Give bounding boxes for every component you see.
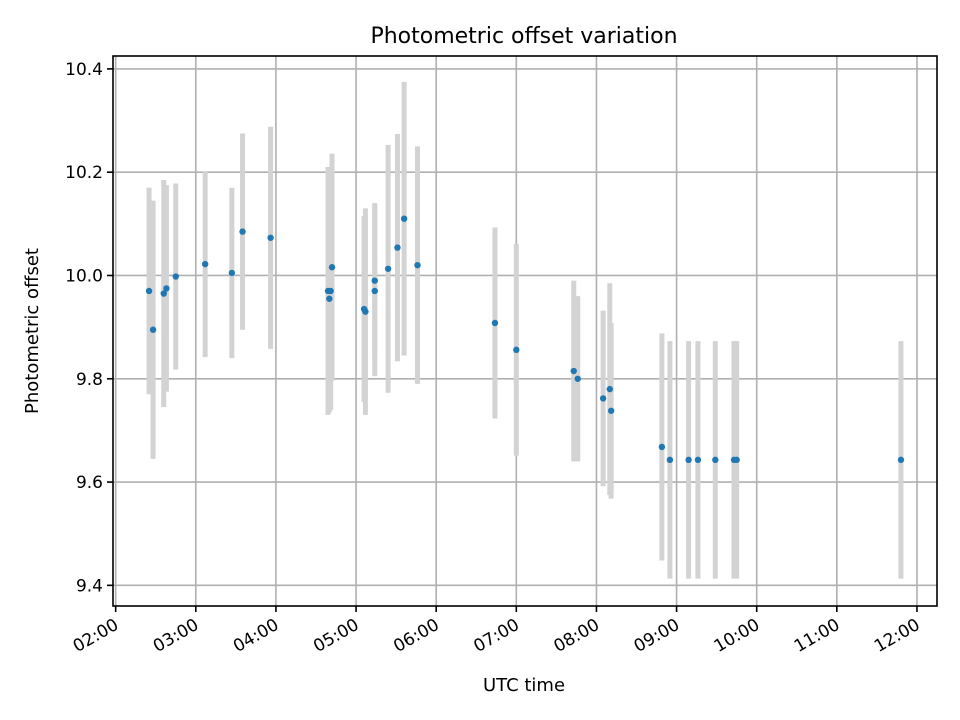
- data-point: [607, 407, 615, 414]
- data-point: [362, 308, 369, 315]
- data-point: [327, 287, 334, 295]
- y-axis: 9.4 9.6 9.8 10.0 10.2 10.4: [65, 60, 113, 596]
- data-point: [606, 385, 614, 393]
- data-point: [491, 319, 499, 327]
- data-point: [239, 228, 246, 235]
- data-point: [666, 456, 674, 464]
- y-axis-label: Photometric offset: [22, 248, 43, 414]
- x-tick-label: 03:00: [150, 615, 202, 657]
- data-point: [328, 264, 336, 271]
- error-bars: [146, 81, 904, 579]
- y-tick-label: 10.0: [65, 266, 103, 286]
- data-point: [574, 375, 581, 382]
- data-point: [228, 269, 236, 277]
- data-point: [712, 456, 719, 464]
- x-tick-label: 08:00: [551, 615, 603, 657]
- x-tick-label: 12:00: [871, 615, 923, 657]
- data-point: [685, 456, 692, 464]
- y-tick-label: 9.8: [76, 370, 103, 390]
- data-point: [160, 290, 167, 297]
- x-tick-label: 10:00: [711, 615, 763, 657]
- x-axis-label: UTC time: [483, 675, 565, 696]
- data-point: [371, 277, 378, 284]
- x-tick-label: 04:00: [230, 615, 282, 657]
- x-tick-label: 05:00: [310, 615, 362, 657]
- y-tick-label: 10.2: [65, 163, 103, 183]
- data-point: [694, 456, 702, 464]
- x-axis: 02:00 03:00 04:00 05:00 06:00 07:00 08:00 09:00…: [70, 606, 923, 657]
- data-point: [733, 456, 740, 464]
- data-point: [599, 395, 607, 402]
- data-point: [513, 346, 520, 354]
- data-point: [897, 456, 905, 464]
- y-tick-label: 9.6: [76, 473, 103, 493]
- data-point: [371, 287, 378, 295]
- y-tick-label: 9.4: [76, 576, 103, 596]
- y-tick-label: 10.4: [65, 60, 103, 80]
- x-tick-label: 06:00: [390, 615, 442, 657]
- plot-frame: [112, 55, 938, 607]
- data-point: [267, 234, 274, 241]
- x-tick-label: 07:00: [470, 615, 522, 657]
- data-point: [326, 295, 333, 302]
- data-point: [163, 285, 170, 292]
- x-tick-label: 02:00: [70, 615, 122, 657]
- data-point: [570, 367, 577, 375]
- data-point: [400, 215, 408, 222]
- data-points: [145, 215, 905, 464]
- chart-title: Photometric offset variation: [370, 24, 677, 49]
- x-tick-label: 11:00: [791, 615, 843, 657]
- data-point: [145, 287, 153, 295]
- data-point: [201, 260, 209, 268]
- data-point: [414, 261, 421, 269]
- data-point: [149, 326, 157, 333]
- data-point: [384, 265, 392, 272]
- data-point: [172, 273, 179, 280]
- data-point: [658, 443, 666, 451]
- grid: [113, 56, 937, 606]
- x-tick-label: 09:00: [631, 615, 683, 657]
- data-point: [394, 244, 401, 251]
